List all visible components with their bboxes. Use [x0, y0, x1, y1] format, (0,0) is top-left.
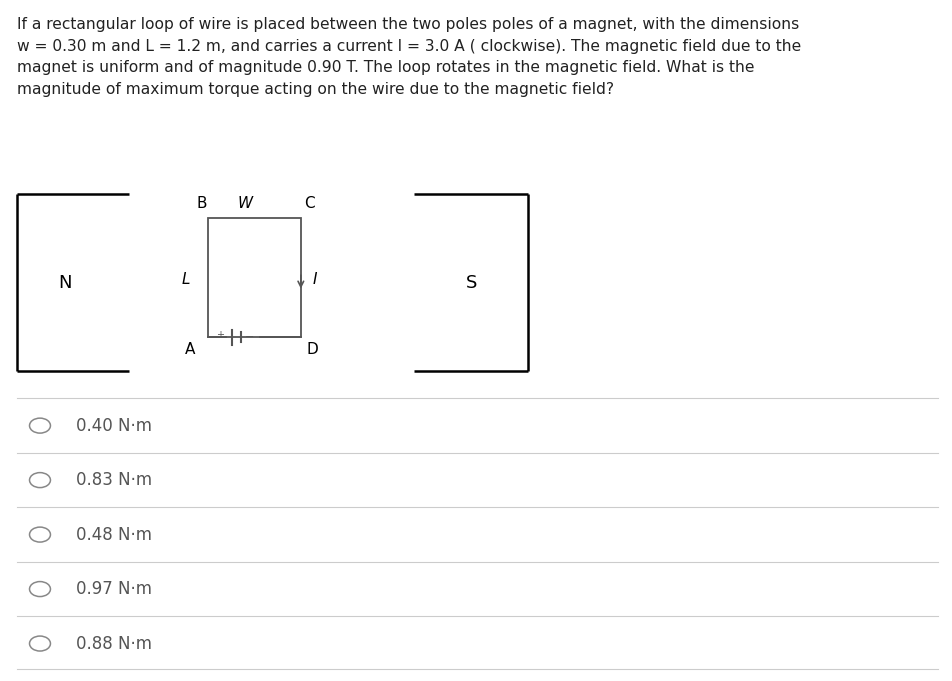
Bar [208, 218, 301, 337]
Text: I: I [312, 272, 317, 287]
Text: 0.88 N·m: 0.88 N·m [76, 635, 152, 652]
Text: L: L [182, 272, 190, 287]
Text: +: + [216, 330, 224, 340]
Text: C: C [304, 196, 315, 211]
Text: B: B [196, 196, 208, 211]
Text: D: D [307, 342, 318, 357]
Text: 0.48 N·m: 0.48 N·m [76, 526, 152, 543]
Text: W: W [237, 196, 252, 211]
Text: A: A [186, 342, 195, 357]
Text: −: − [245, 332, 254, 342]
Text: 0.97 N·m: 0.97 N·m [76, 580, 152, 598]
Text: 0.83 N·m: 0.83 N·m [76, 471, 152, 489]
Text: 0.40 N·m: 0.40 N·m [76, 417, 152, 434]
Text: S: S [466, 274, 477, 291]
Text: If a rectangular loop of wire is placed between the two poles poles of a magnet,: If a rectangular loop of wire is placed … [17, 17, 802, 97]
Text: N: N [58, 274, 71, 291]
